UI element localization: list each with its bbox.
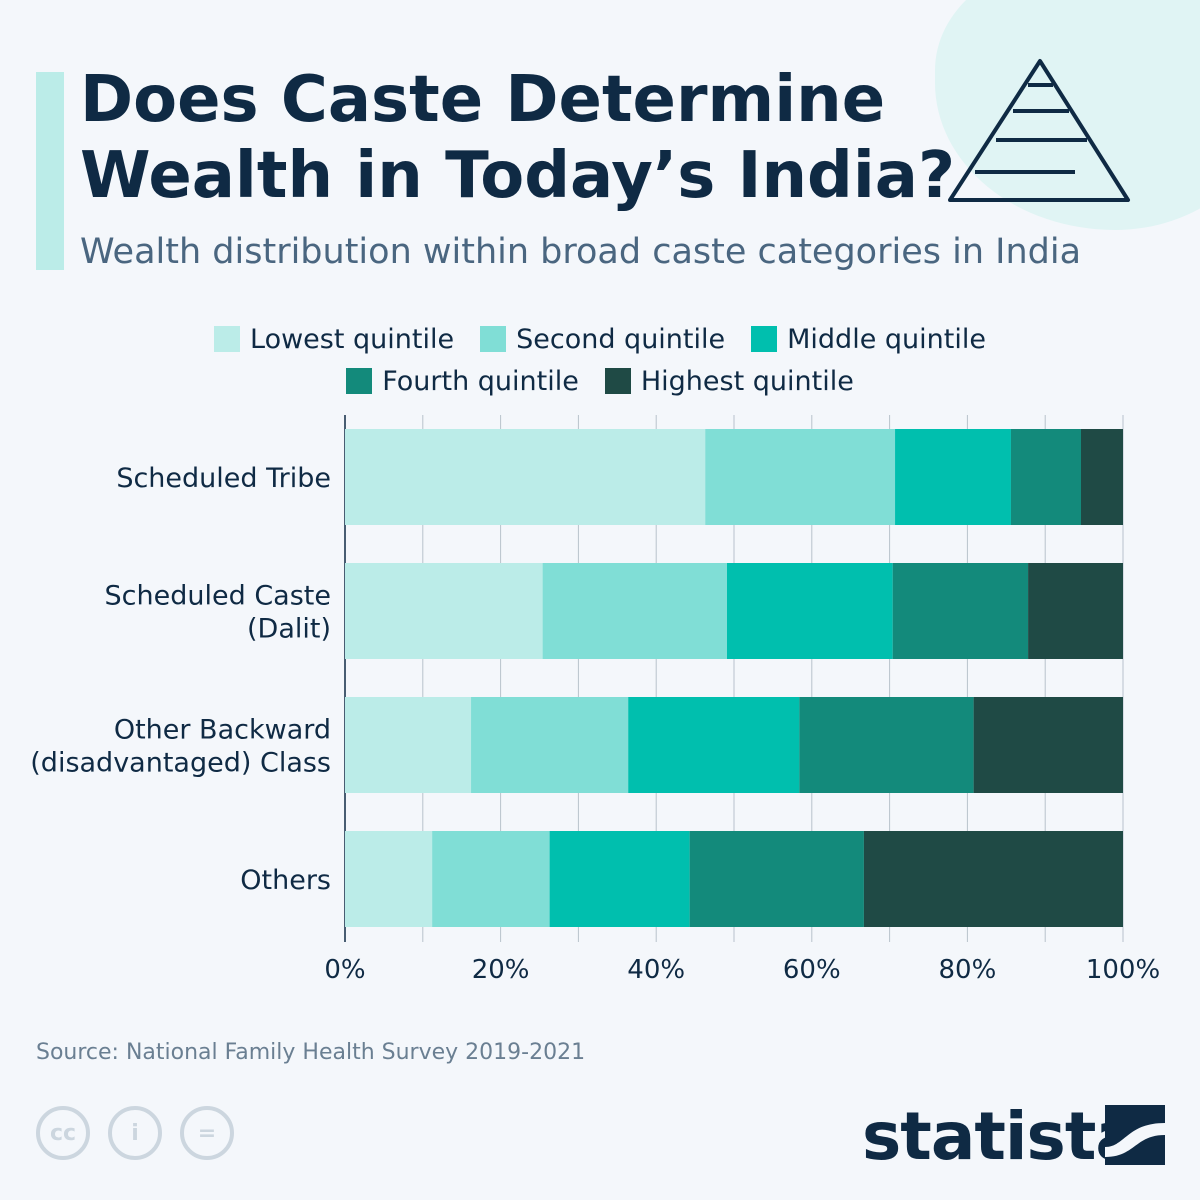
bar-segment (432, 831, 550, 927)
x-tick-label: 100% (1086, 955, 1160, 985)
category-label: Scheduled Caste (105, 581, 331, 612)
bar-segment (799, 697, 974, 793)
bar-segment (345, 563, 543, 659)
legend-item: Highest quintile (604, 365, 854, 397)
bar-segment (726, 563, 893, 659)
bar-segment (345, 831, 433, 927)
category-label: Other Backward (114, 715, 331, 746)
legend-swatch (604, 368, 631, 394)
nd-icon[interactable]: = (180, 1106, 234, 1160)
bar-segment (549, 831, 690, 927)
legend-item: Second quintile (480, 324, 725, 355)
bar-segment (1080, 429, 1123, 525)
legend-item: Fourth quintile (346, 366, 579, 397)
bar-segment (1010, 429, 1081, 525)
legend-swatch (480, 326, 507, 352)
title-accent-bar (36, 72, 64, 270)
category-label: Scheduled Tribe (116, 463, 331, 494)
title-line-2: Wealth in Today’s India? (80, 139, 956, 213)
statista-logo[interactable]: statista (862, 1098, 1140, 1175)
bar-segment (542, 563, 727, 659)
x-tick-label: 80% (939, 955, 997, 985)
legend-item: Middle quintile (751, 324, 986, 355)
legend-swatch (751, 326, 778, 352)
legend: Lowest quintile Second quintile Middle qui… (0, 318, 1200, 402)
x-tick-label: 40% (627, 955, 685, 985)
bar-segment (689, 831, 864, 927)
bar-segment (705, 429, 896, 525)
x-tick-label: 0% (324, 955, 365, 985)
category-label: Others (240, 865, 331, 896)
category-label: (disadvantaged) Class (30, 748, 331, 779)
title-line-1: Does Caste Determine (80, 63, 886, 137)
bar-segment (628, 697, 800, 793)
legend-label: Second quintile (516, 323, 726, 355)
x-tick-label: 60% (783, 955, 841, 985)
bar-segment (895, 429, 1011, 525)
bar-segment (863, 831, 1123, 927)
bar-segment (892, 563, 1029, 659)
bar-segment (1028, 563, 1123, 659)
bar-segment (345, 429, 706, 525)
legend-swatch (214, 326, 241, 352)
legend-label: Fourth quintile (382, 365, 579, 397)
by-icon[interactable]: i (108, 1106, 162, 1160)
legend-item: Lowest quintile (214, 324, 454, 355)
legend-swatch (346, 368, 373, 394)
x-tick-label: 20% (472, 955, 530, 985)
pyramid-icon (948, 59, 1130, 202)
legend-label: Lowest quintile (250, 323, 455, 355)
bar-chart: Scheduled Tribe Scheduled Caste(Dalit) Oth… (30, 415, 1160, 985)
bar-segment (345, 697, 472, 793)
legend-label: Highest quintile (640, 365, 854, 397)
category-label: (Dalit) (247, 614, 331, 645)
legend-label: Middle quintile (787, 323, 986, 355)
bar-segment (471, 697, 629, 793)
source-note: Source: National Family Health Survey 20… (36, 1040, 586, 1065)
statista-logo-icon (1105, 1105, 1165, 1165)
subtitle: Wealth distribution within broad caste c… (80, 232, 1082, 272)
page-title: Does Caste Determine Wealth in Today’s In… (80, 62, 955, 214)
cc-icon[interactable]: cc (36, 1106, 90, 1160)
bar-segment (973, 697, 1123, 793)
